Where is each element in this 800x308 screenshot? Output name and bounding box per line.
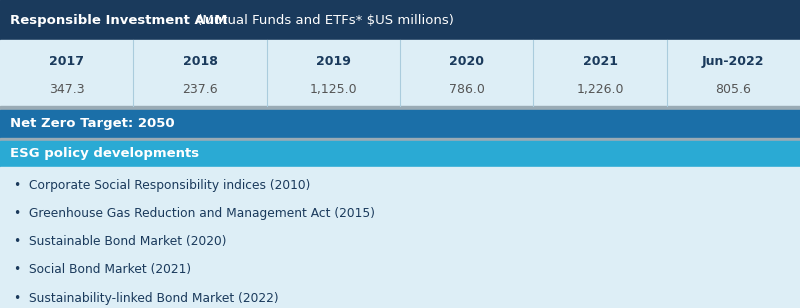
Text: 2021: 2021 [582, 55, 618, 68]
Text: 2019: 2019 [316, 55, 350, 68]
Text: 1,226.0: 1,226.0 [576, 83, 624, 96]
Bar [0, 0, 800, 40]
Bar [0, 167, 800, 308]
Bar [0, 40, 800, 106]
Text: 1,125.0: 1,125.0 [310, 83, 357, 96]
Text: •  Sustainable Bond Market (2020): • Sustainable Bond Market (2020) [14, 235, 227, 248]
Bar [0, 138, 800, 141]
Text: 2018: 2018 [182, 55, 218, 68]
Text: •  Sustainability-linked Bond Market (2022): • Sustainability-linked Bond Market (202… [14, 292, 279, 305]
Text: •  Social Bond Market (2021): • Social Bond Market (2021) [14, 263, 191, 276]
Bar [0, 141, 800, 167]
Text: 2017: 2017 [49, 55, 84, 68]
Text: ESG policy developments: ESG policy developments [10, 147, 198, 160]
Text: 805.6: 805.6 [715, 83, 751, 96]
Bar [0, 106, 800, 110]
Text: Net Zero Target: 2050: Net Zero Target: 2050 [10, 117, 174, 130]
Bar [0, 110, 800, 138]
Text: Responsible Investment AuM: Responsible Investment AuM [10, 14, 227, 26]
Text: •  Greenhouse Gas Reduction and Management Act (2015): • Greenhouse Gas Reduction and Managemen… [14, 207, 375, 220]
Text: 237.6: 237.6 [182, 83, 218, 96]
Text: 2020: 2020 [449, 55, 484, 68]
Text: 347.3: 347.3 [49, 83, 85, 96]
Text: 786.0: 786.0 [449, 83, 485, 96]
Text: (Mutual Funds and ETFs* $US millions): (Mutual Funds and ETFs* $US millions) [193, 14, 454, 26]
Text: Jun-2022: Jun-2022 [702, 55, 765, 68]
Text: •  Corporate Social Responsibility indices (2010): • Corporate Social Responsibility indice… [14, 179, 310, 192]
